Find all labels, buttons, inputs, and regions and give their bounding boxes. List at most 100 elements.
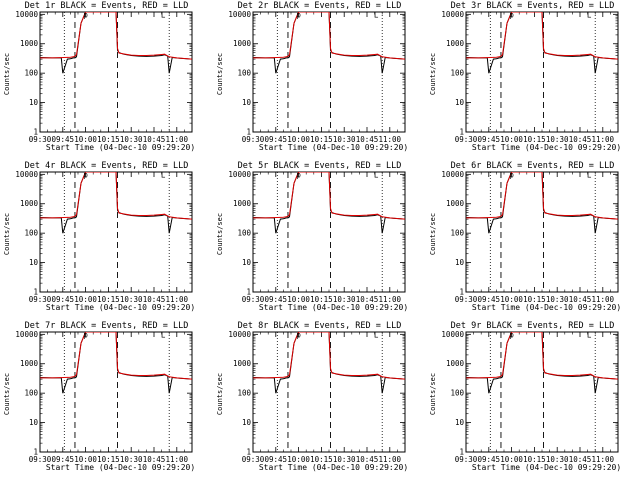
y-tick-label: 10 [455,98,465,107]
annotation-marker: L [587,10,592,19]
x-tick-label: 10:30 [333,135,356,144]
x-tick-label: 10:30 [546,295,569,304]
x-tick-label: 10:15 [97,135,120,144]
y-tick-label: 10000 [441,170,464,179]
y-tick-label: 10 [455,418,465,427]
x-tick-label: 10:00 [287,135,310,144]
x-tick-label: 09:30 [455,135,478,144]
y-tick-label: 1 [459,288,464,297]
y-tick-label: 1000 [233,199,252,208]
series-lld-line [253,12,405,60]
x-axis-label: Start Time (04-Dec-10 09:29:20) [471,143,622,152]
chart-panel: 1 10 100 1000 10000 09:30 09:45 10:00 10:15 10:30… [0,0,213,160]
series-lld-line [466,172,618,220]
y-tick-label: 10 [242,258,252,267]
x-tick-label: 09:30 [455,295,478,304]
y-tick-label: 100 [24,69,38,78]
x-tick-label: 09:45 [478,455,501,464]
series-lld-line [40,332,192,380]
y-axis-label: Counts/sec [216,212,224,256]
x-tick-label: 11:00 [166,295,189,304]
x-tick-label: 10:45 [356,295,379,304]
y-tick-label: 1 [459,448,464,457]
x-tick-label: 10:00 [74,455,97,464]
x-tick-label: 09:30 [455,455,478,464]
x-tick-label: 10:30 [120,455,143,464]
chart-plot: 1 10 100 1000 10000 09:30 09:45 10:00 10:15 10:30… [228,10,406,144]
y-axis-label: Counts/sec [3,372,11,416]
x-tick-label: 11:00 [166,135,189,144]
y-tick-label: 100 [237,229,251,238]
y-tick-label: 1000 [20,359,39,368]
series-lld-line [466,12,618,60]
x-tick-label: 11:00 [379,135,402,144]
y-tick-label: 1 [33,128,38,137]
y-tick-label: 100 [24,229,38,238]
y-tick-label: 100 [237,69,251,78]
x-axis-label: Start Time (04-Dec-10 09:29:20) [471,303,622,312]
x-tick-label: 10:15 [310,455,333,464]
chart-plot: 1 10 100 1000 10000 09:30 09:45 10:00 10:15 10:30… [15,170,193,304]
y-tick-label: 1000 [20,39,39,48]
chart-title: Det 4r BLACK = Events, RED = LLD [24,161,189,171]
x-tick-label: 09:30 [242,135,265,144]
y-tick-label: 1000 [446,199,465,208]
x-tick-label: 11:00 [379,455,402,464]
x-tick-label: 09:30 [29,295,52,304]
chart-panel: 1 10 100 1000 10000 09:30 09:45 10:00 10:15 10:30… [426,0,639,160]
y-tick-label: 10 [242,418,252,427]
chart-panel: 1 10 100 1000 10000 09:30 09:45 10:00 10:15 10:30… [213,160,426,320]
chart-panel: 1 10 100 1000 10000 09:30 09:45 10:00 10:15 10:30… [426,320,639,480]
x-tick-label: 09:45 [265,135,288,144]
x-tick-label: 10:45 [143,455,166,464]
x-tick-label: 10:45 [356,455,379,464]
y-tick-label: 10000 [441,10,464,19]
x-tick-label: 10:00 [74,295,97,304]
annotation-marker: L [161,330,166,339]
y-tick-label: 10 [29,98,39,107]
chart-plot: 1 10 100 1000 10000 09:30 09:45 10:00 10:15 10:30… [441,10,619,144]
x-tick-label: 09:30 [242,455,265,464]
chart-title: Det 1r BLACK = Events, RED = LLD [24,1,189,11]
x-tick-label: 10:15 [523,135,546,144]
y-tick-label: 10 [242,98,252,107]
chart-title: Det 7r BLACK = Events, RED = LLD [24,321,189,331]
y-tick-label: 1 [33,448,38,457]
x-axis-label: Start Time (04-Dec-10 09:29:20) [471,463,622,472]
y-tick-label: 100 [450,229,464,238]
y-tick-label: 10000 [15,330,38,339]
y-tick-label: 10000 [228,10,251,19]
x-tick-label: 10:15 [523,455,546,464]
x-tick-label: 09:30 [242,295,265,304]
chart-panel: 1 10 100 1000 10000 09:30 09:45 10:00 10:15 10:30… [0,320,213,480]
y-axis-label: Counts/sec [429,212,437,256]
chart-plot: 1 10 100 1000 10000 09:30 09:45 10:00 10:15 10:30… [228,170,406,304]
x-tick-label: 09:45 [265,455,288,464]
y-tick-label: 1000 [233,39,252,48]
y-tick-label: 1 [33,288,38,297]
x-tick-label: 09:45 [478,135,501,144]
chart-title: Det 3r BLACK = Events, RED = LLD [450,1,615,11]
x-tick-label: 10:00 [287,455,310,464]
x-tick-label: 10:30 [333,295,356,304]
annotation-marker: p [296,170,301,179]
y-tick-label: 10000 [15,170,38,179]
chart-title: Det 5r BLACK = Events, RED = LLD [237,161,402,171]
x-tick-label: 10:15 [310,135,333,144]
chart-plot: 1 10 100 1000 10000 09:30 09:45 10:00 10:15 10:30… [15,330,193,464]
annotation-marker: p [296,330,301,339]
chart-panel: 1 10 100 1000 10000 09:30 09:45 10:00 10:15 10:30… [213,320,426,480]
series-lld-line [253,172,405,220]
x-tick-label: 10:15 [523,295,546,304]
chart-title: Det 8r BLACK = Events, RED = LLD [237,321,402,331]
x-tick-label: 10:45 [569,295,592,304]
chart-plot: 1 10 100 1000 10000 09:30 09:45 10:00 10:15 10:30… [441,330,619,464]
y-tick-label: 100 [237,389,251,398]
y-axis-label: Counts/sec [3,212,11,256]
y-tick-label: 1000 [20,199,39,208]
y-tick-label: 1000 [446,359,465,368]
x-tick-label: 10:00 [287,295,310,304]
x-tick-label: 10:45 [143,295,166,304]
y-tick-label: 1 [459,128,464,137]
x-tick-label: 09:30 [29,135,52,144]
